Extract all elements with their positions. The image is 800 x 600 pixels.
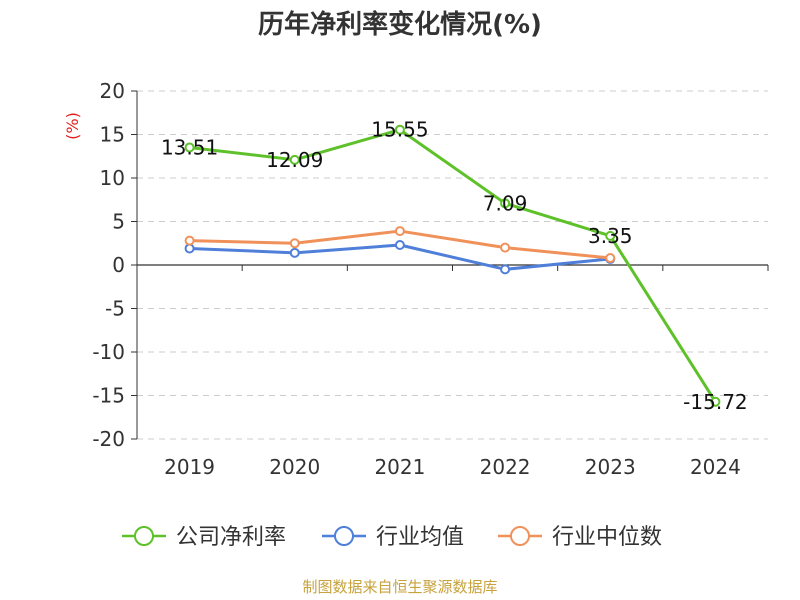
legend-circle-icon: [134, 526, 154, 546]
series-0-point-2023: [605, 230, 616, 241]
series-2-point-2022: [500, 242, 511, 253]
y-tick-label--15: -15: [92, 384, 125, 408]
data-label-2023: 3.35: [588, 224, 633, 248]
series-0-point-2020: [289, 154, 300, 165]
series-2-point-2020: [289, 238, 300, 249]
series-0-point-2022: [500, 198, 511, 209]
x-tick-label-2021: 2021: [374, 455, 425, 479]
legend-item-0[interactable]: 公司净利率: [122, 525, 286, 550]
x-tick-label-2020: 2020: [269, 455, 320, 479]
legend-circle-icon: [334, 526, 354, 546]
series-2-point-2021: [394, 226, 405, 237]
legend-label: 行业均值: [376, 525, 464, 550]
series-2-point-2019: [184, 235, 195, 246]
axes: 20 15 10 5 0 -5 -10 -15 -20 2019 2020 2021 2022 2023 2…: [92, 79, 769, 479]
data-label-2020: 12.09: [266, 148, 323, 172]
series-1-point-2021: [394, 239, 405, 250]
y-tick-label-10: 10: [100, 166, 125, 190]
series-0-point-2021: [394, 124, 405, 135]
y-tick-label--5: -5: [105, 297, 125, 321]
series-1-point-2022: [500, 264, 511, 275]
data-label-2021: 15.55: [371, 118, 428, 142]
series-1-point-2019: [184, 243, 195, 254]
series-0-point-2024: [710, 396, 721, 407]
legend[interactable]: 公司净利率 行业均值 行业中位数: [122, 525, 662, 550]
series-2-point-2023: [605, 253, 616, 264]
x-tick-label-2024: 2024: [690, 455, 741, 479]
data-label-2022: 7.09: [483, 191, 528, 215]
legend-circle-icon: [510, 526, 530, 546]
x-tick-label-2022: 2022: [480, 455, 531, 479]
y-axis-unit-label: (%): [63, 112, 82, 140]
y-tick-label-5: 5: [112, 210, 125, 234]
x-tick-label-2019: 2019: [164, 455, 215, 479]
y-tick-label--20: -20: [92, 427, 125, 451]
source-note: 制图数据来自恒生聚源数据库: [302, 578, 497, 596]
series-1-point-2020: [289, 247, 300, 258]
legend-item-2[interactable]: 行业中位数: [498, 525, 662, 550]
x-tick-label-2023: 2023: [585, 455, 636, 479]
series-0-point-2019: [184, 142, 195, 153]
data-labels: 13.51 12.09 15.55 7.09 3.35 -15.72: [161, 118, 748, 414]
legend-label: 公司净利率: [176, 525, 286, 550]
data-label-2024: -15.72: [683, 390, 747, 414]
chart-title: 历年净利率变化情况(%): [258, 9, 542, 40]
y-tick-label-0: 0: [112, 253, 125, 277]
y-tick-label-15: 15: [100, 123, 125, 147]
series-lines: [184, 124, 721, 407]
series-0-line: [189, 128, 717, 403]
legend-item-1[interactable]: 行业均值: [322, 525, 464, 550]
data-label-2019: 13.51: [161, 135, 218, 159]
y-tick-label-20: 20: [100, 79, 125, 103]
legend-label: 行业中位数: [552, 525, 662, 550]
y-tick-label--10: -10: [92, 340, 125, 364]
